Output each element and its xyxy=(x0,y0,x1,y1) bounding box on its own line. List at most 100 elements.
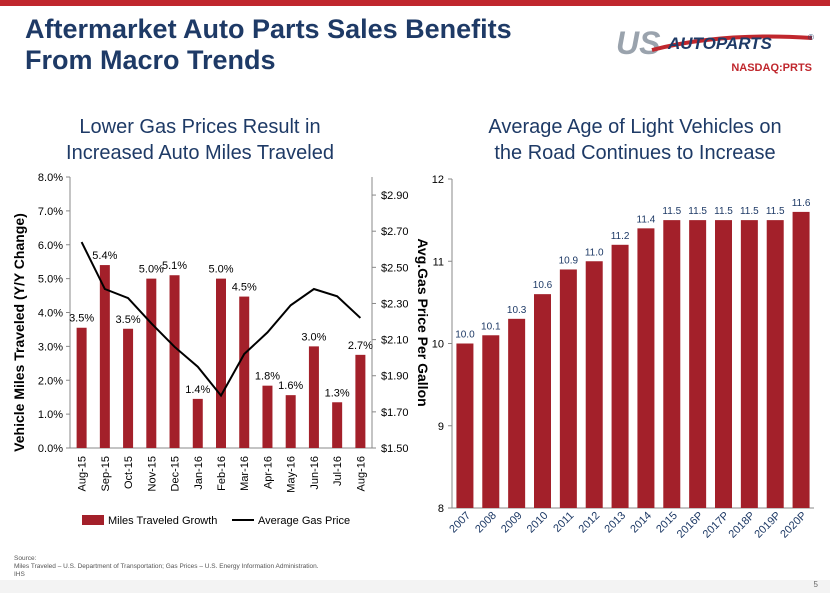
legend-swatch-miles xyxy=(82,515,104,525)
bar-data-label: 11.6 xyxy=(792,198,811,209)
bar xyxy=(663,220,681,508)
left-chart-title-line-1: Lower Gas Prices Result in xyxy=(79,116,321,138)
bar xyxy=(308,346,319,448)
x-tick-label: 2012 xyxy=(577,510,603,536)
legend-label-miles: Miles Traveled Growth xyxy=(108,515,217,527)
x-tick-label: May-16 xyxy=(286,456,298,493)
x-tick-label: Jun-16 xyxy=(309,456,321,490)
bar-data-label: 5.1% xyxy=(162,260,187,272)
y-tick-label: 3.0% xyxy=(38,341,63,353)
y-tick-label: 8.0% xyxy=(38,172,63,184)
y-tick-label: 9 xyxy=(438,421,444,433)
bar-data-label: 10.9 xyxy=(559,255,579,266)
bar-data-label: 10.0 xyxy=(455,330,475,341)
bar xyxy=(534,294,551,508)
right-chart-title-line-1: Average Age of Light Vehicles on xyxy=(488,116,782,138)
y2-tick-label: $1.50 xyxy=(381,443,409,455)
x-tick-label: 2019P xyxy=(752,510,783,541)
bar xyxy=(766,220,784,508)
bar-data-label: 11.5 xyxy=(740,206,759,217)
y-tick-label: 12 xyxy=(432,174,444,186)
y-tick-label: 10 xyxy=(432,339,444,351)
company-logo: US AUTOPARTS ® NASDAQ:PRTS xyxy=(612,20,822,80)
y2-tick-label: $2.10 xyxy=(381,335,409,347)
bar-data-label: 10.3 xyxy=(507,305,527,316)
y-tick-label: 8 xyxy=(438,503,444,515)
slide-title-line-1: Aftermarket Auto Parts Sales Benefits xyxy=(25,14,512,44)
y2-tick-label: $2.90 xyxy=(381,190,409,202)
y-tick-label: 6.0% xyxy=(38,240,63,252)
bar-data-label: 2.7% xyxy=(348,340,373,352)
bar-data-label: 5.0% xyxy=(139,264,164,276)
bar-data-label: 11.0 xyxy=(585,247,604,258)
bar-data-label: 5.4% xyxy=(92,250,117,262)
source-label: Source: xyxy=(14,555,37,562)
bar xyxy=(216,278,226,448)
bar-data-label: 5.0% xyxy=(208,264,233,276)
bar xyxy=(715,220,732,508)
slide-title: Aftermarket Auto Parts Sales Benefits Fr… xyxy=(25,14,585,76)
bar xyxy=(146,278,157,448)
x-tick-label: 2014 xyxy=(628,510,654,536)
bar-data-label: 1.6% xyxy=(278,380,303,392)
bar xyxy=(508,318,526,508)
top-accent-bar xyxy=(0,0,830,6)
y-tick-label: 0.0% xyxy=(38,443,63,455)
x-tick-label: 2020P xyxy=(778,510,809,541)
y-tick-label: 11 xyxy=(433,256,444,268)
bar xyxy=(482,335,500,508)
x-tick-label: Sep-15 xyxy=(100,456,112,491)
x-tick-label: Nov-15 xyxy=(146,456,158,491)
x-tick-label: Feb-16 xyxy=(216,456,228,491)
bar xyxy=(585,261,603,508)
y2-tick-label: $2.50 xyxy=(381,262,409,274)
bar-data-label: 3.5% xyxy=(116,314,141,326)
bar xyxy=(76,327,87,448)
y2-tick-label: $2.30 xyxy=(381,298,409,310)
logo-us: US xyxy=(616,25,661,61)
bar-data-label: 11.5 xyxy=(766,206,785,217)
page-number: 5 xyxy=(813,580,818,589)
source-note: Source: Miles Traveled – U.S. Department… xyxy=(14,555,614,579)
x-tick-label: Apr-16 xyxy=(262,456,274,489)
x-tick-label: 2017P xyxy=(701,510,732,541)
right-chart-title: Average Age of Light Vehicles on the Roa… xyxy=(450,114,820,166)
left-chart-title-line-2: Increased Auto Miles Traveled xyxy=(66,142,334,164)
y2-axis-title: Avg.Gas Price Per Gallon xyxy=(415,238,431,406)
x-tick-label: 2010 xyxy=(525,510,551,536)
bar-data-label: 1.4% xyxy=(185,384,210,396)
bar-data-label: 3.0% xyxy=(301,331,326,343)
x-tick-label: Oct-15 xyxy=(123,456,135,489)
x-tick-label: 2016P xyxy=(675,510,706,541)
source-text: Miles Traveled – U.S. Department of Tran… xyxy=(14,563,319,570)
bar xyxy=(123,328,134,448)
bar xyxy=(637,228,655,508)
x-tick-label: 2008 xyxy=(473,510,499,536)
x-tick-label: Aug-16 xyxy=(355,456,367,491)
x-tick-label: 2011 xyxy=(551,510,576,535)
bar-data-label: 10.1 xyxy=(481,321,501,332)
miles-gas-chart: 0.0% 1.0% 2.0% 3.0% 4.0% 5.0% 6.0% 7.0% 8.0% $1.5… xyxy=(11,172,431,527)
bar xyxy=(285,395,296,448)
logo-swoosh-icon xyxy=(651,34,813,52)
x-tick-label: Jan-16 xyxy=(193,456,205,490)
bar xyxy=(611,244,629,509)
footer-bar: 5 xyxy=(0,580,830,593)
gas-price-line xyxy=(80,241,362,398)
source-text-ihs: IHS xyxy=(14,571,25,578)
x-tick-label: 2013 xyxy=(602,510,628,536)
logo-autoparts: AUTOPARTS xyxy=(667,34,773,53)
bar-data-label: 11.5 xyxy=(714,206,733,217)
legend-label-gas: Average Gas Price xyxy=(258,515,350,527)
logo-registered-mark: ® xyxy=(808,33,814,42)
bar-data-label: 4.5% xyxy=(232,282,257,294)
bar xyxy=(792,211,810,508)
bar-data-label: 10.6 xyxy=(533,280,553,291)
bar-data-label: 11.5 xyxy=(688,206,707,217)
y-tick-label: 7.0% xyxy=(38,206,63,218)
bar xyxy=(169,275,180,448)
y-tick-label: 1.0% xyxy=(38,409,63,421)
left-chart-title: Lower Gas Prices Result in Increased Aut… xyxy=(20,114,380,166)
bar-data-label: 1.3% xyxy=(325,387,350,399)
x-tick-label: 2007 xyxy=(447,510,473,536)
